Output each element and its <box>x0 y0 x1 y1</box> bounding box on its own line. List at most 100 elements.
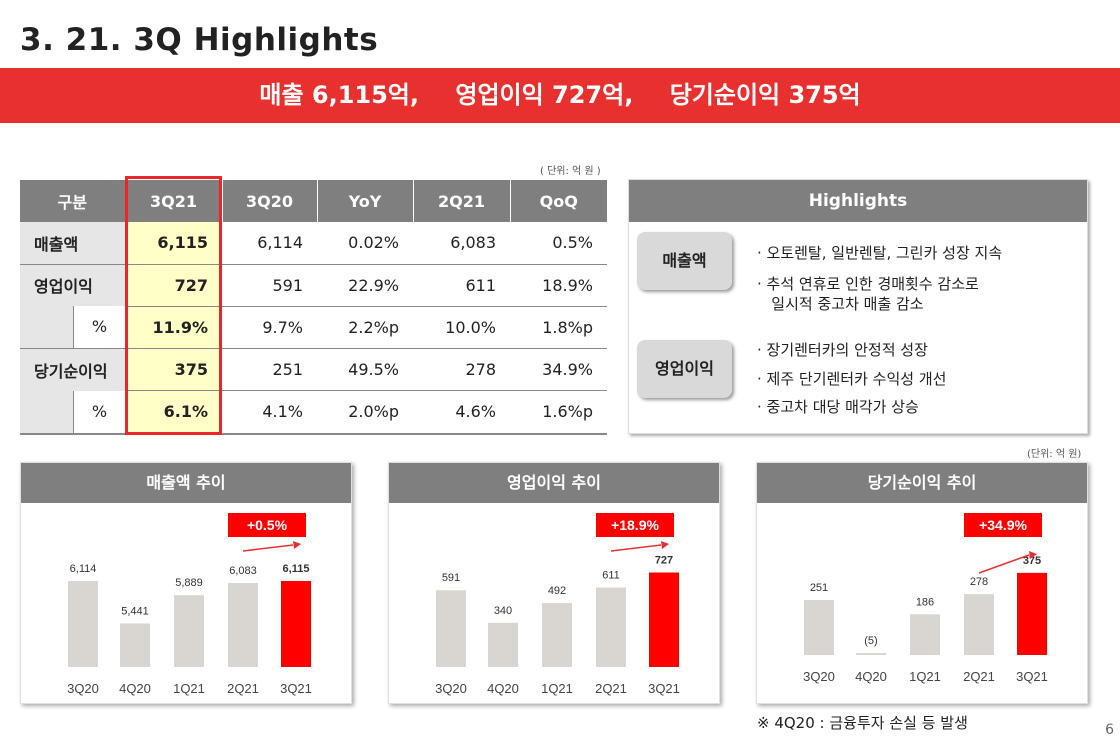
data-label-4Q20: (5) <box>864 635 877 647</box>
data-label-3Q21: 727 <box>655 554 673 566</box>
table-cell: 9.7% <box>222 306 317 349</box>
tick-label-4Q20: 4Q20 <box>119 681 151 696</box>
table-cell: 727 <box>125 264 222 307</box>
data-label-1Q21: 492 <box>548 585 566 597</box>
bar-3Q21 <box>649 572 679 667</box>
data-label-3Q21: 375 <box>1023 555 1041 567</box>
chart-operating-profit: 영업이익 추이 591 3Q20 340 4Q20 492 1Q21 611 2Q21 727 3… <box>388 462 720 704</box>
row-label-sub: % <box>20 306 125 349</box>
summary-banner: 매출 6,115억, 영업이익 727억, 당기순이익 375억 <box>0 68 1120 123</box>
header-category: 구분 <box>20 180 126 222</box>
tick-label-3Q20: 3Q20 <box>67 681 99 696</box>
data-label-2Q21: 611 <box>602 570 620 582</box>
table-cell: 278 <box>413 348 510 391</box>
header-qoq: QoQ <box>510 180 607 222</box>
highlight-category-revenue: 매출액 <box>637 232 732 290</box>
highlight-bullet: · 제주 단기렌터카 수익성 개선 <box>757 370 947 388</box>
row-label: 당기순이익 <box>20 348 125 391</box>
highlights-panel: Highlights 매출액 · 오토렌탈, 일반렌탈, 그린카 성장 지속 ·… <box>628 179 1088 434</box>
growth-badge-box <box>964 513 1042 537</box>
table-cell: 49.5% <box>317 348 413 391</box>
tick-label-4Q20: 4Q20 <box>855 669 887 684</box>
highlight-bullet: · 중고차 대당 매각가 상승 <box>757 398 919 416</box>
tick-label-1Q21: 1Q21 <box>541 681 573 696</box>
tick-label-2Q21: 2Q21 <box>963 669 995 684</box>
table-cell: 0.5% <box>510 222 607 265</box>
table-cell: 4.1% <box>222 390 317 435</box>
growth-label: +34.9% <box>979 517 1027 533</box>
bar-1Q21 <box>542 603 572 667</box>
bar-3Q20 <box>68 581 98 667</box>
table-cell: 34.9% <box>510 348 607 391</box>
table-cell: 6,083 <box>413 222 510 265</box>
highlight-category-operating-profit: 영업이익 <box>637 340 732 398</box>
data-label-3Q20: 6,114 <box>70 563 97 575</box>
bar-1Q21 <box>910 614 940 655</box>
growth-arrow <box>978 554 1030 574</box>
table-cell: 22.9% <box>317 264 413 307</box>
highlights-title: Highlights <box>629 180 1087 222</box>
data-label-4Q20: 5,441 <box>121 605 149 617</box>
row-label: % <box>73 390 125 433</box>
growth-badge: +18.9% <box>596 513 674 537</box>
table-row: 당기순이익 375 251 49.5% 278 34.9% <box>20 348 607 391</box>
data-label-2Q21: 278 <box>970 576 988 588</box>
header-3q20: 3Q20 <box>222 180 318 222</box>
growth-arrow <box>610 544 662 552</box>
table-cell: 18.9% <box>510 264 607 307</box>
header-2q21: 2Q21 <box>413 180 511 222</box>
tick-label-2Q21: 2Q21 <box>595 681 627 696</box>
bar-4Q20 <box>856 653 886 655</box>
table-cell: 591 <box>222 264 317 307</box>
bar-2Q21 <box>964 594 994 655</box>
growth-label: +18.9% <box>611 517 659 533</box>
table-cell: 1.6%p <box>510 390 607 435</box>
current-quarter-highlight-box <box>125 176 222 435</box>
unit-label: ( 단위: 억 원 ) <box>540 166 601 177</box>
header-yoy: YoY <box>317 180 414 222</box>
chart-revenue: 매출액 추이 6,114 3Q20 5,441 4Q20 5,889 1Q21 6,083 2… <box>20 462 352 704</box>
highlight-bullet: · 장기렌터카의 안정적 성장 <box>757 341 928 359</box>
financial-table: 구분 3Q21 3Q20 YoY 2Q21 QoQ 매출액 6,115 6,11… <box>20 180 607 435</box>
tick-label-3Q20: 3Q20 <box>435 681 467 696</box>
bar-4Q20 <box>120 623 150 667</box>
banner-net-income: 당기순이익 375억 <box>669 81 861 109</box>
table-cell: 251 <box>222 348 317 391</box>
table-cell: 6,114 <box>222 222 317 265</box>
bar-2Q21 <box>228 582 258 667</box>
table-cell: 10.0% <box>413 306 510 349</box>
data-label-3Q20: 591 <box>442 572 460 584</box>
bar-4Q20 <box>488 622 518 667</box>
table-row: % 11.9% 9.7% 2.2%p 10.0% 1.8%p <box>20 306 607 349</box>
growth-arrow <box>242 544 294 552</box>
tick-label-1Q21: 1Q21 <box>909 669 941 684</box>
growth-badge: +0.5% <box>228 513 306 537</box>
data-label-3Q20: 251 <box>810 582 828 594</box>
table-cell: 6.1% <box>125 390 222 435</box>
bar-3Q20 <box>436 590 466 667</box>
growth-badge: +34.9% <box>964 513 1042 537</box>
unit-label-charts: (단위: 억 원) <box>1027 449 1082 460</box>
chart-title: 매출액 추이 <box>21 463 351 503</box>
table-header-row: 구분 3Q21 3Q20 YoY 2Q21 QoQ <box>20 180 607 222</box>
bar-3Q21 <box>281 580 311 667</box>
table-cell: 2.2%p <box>317 306 413 349</box>
growth-label: +0.5% <box>247 517 288 533</box>
table-cell: 2.0%p <box>317 390 413 435</box>
chart-title: 영업이익 추이 <box>389 463 719 503</box>
growth-arrow-head <box>661 541 669 549</box>
data-label-4Q20: 340 <box>494 605 512 617</box>
page-title: 3. 21. 3Q Highlights <box>20 22 379 58</box>
highlight-bullet: 일시적 중고차 매출 감소 <box>757 295 924 313</box>
growth-arrow-head <box>1029 551 1037 559</box>
chart-net-income-svg: 251 3Q20 (5) 4Q20 186 1Q21 278 2Q21 375 3Q21 +34.9… <box>803 513 1048 684</box>
table-row: % 6.1% 4.1% 2.0%p 4.6% 1.6%p <box>20 390 607 435</box>
bar-1Q21 <box>174 595 204 667</box>
table-cell: 0.02% <box>317 222 413 265</box>
bar-3Q21 <box>1017 572 1047 655</box>
table-cell: 6,115 <box>125 222 222 265</box>
bar-2Q21 <box>596 587 626 667</box>
tick-label-3Q20: 3Q20 <box>803 669 835 684</box>
table-cell: 375 <box>125 348 222 391</box>
row-label: % <box>73 306 125 348</box>
